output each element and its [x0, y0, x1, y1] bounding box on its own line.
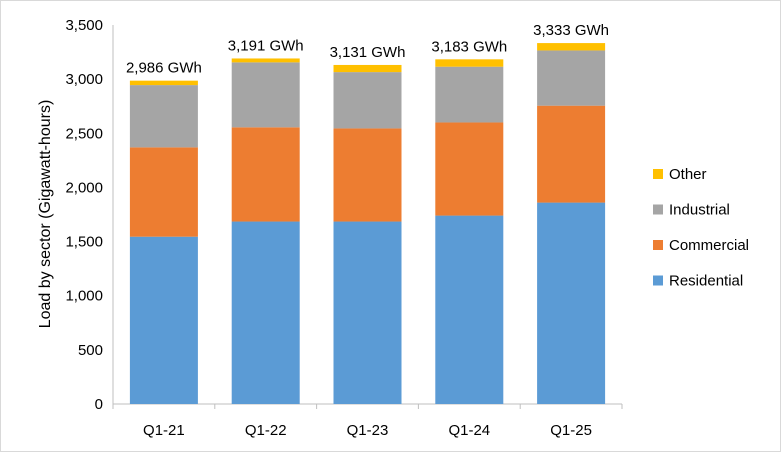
legend-swatch-commercial: [653, 240, 663, 250]
legend-label-residential: Residential: [669, 273, 743, 290]
bar-total-label: 3,131 GWh: [330, 44, 406, 61]
legend-swatch-residential: [653, 275, 663, 286]
bar-segment-commercial: [435, 122, 504, 216]
y-tick-label: 0: [95, 396, 103, 413]
y-tick-label: 3,500: [65, 17, 103, 34]
bar-total-label: 3,333 GWh: [533, 22, 609, 39]
x-tick-label: Q1-21: [143, 422, 185, 439]
bar-segment-commercial: [129, 147, 198, 237]
y-tick-label: 1,500: [65, 234, 103, 251]
x-tick-label: Q1-23: [347, 422, 389, 439]
bar-segment-residential: [435, 215, 504, 404]
bar-total-label: 2,986 GWh: [126, 60, 202, 77]
bar-segment-other: [129, 80, 198, 86]
bar-segment-residential: [333, 221, 402, 404]
x-tick-label: Q1-22: [245, 422, 287, 439]
y-tick-label: 3,000: [65, 71, 103, 88]
bar-segment-commercial: [333, 128, 402, 222]
bar-segment-residential: [129, 236, 198, 404]
legend-label-industrial: Industrial: [669, 202, 730, 219]
legend-label-commercial: Commercial: [669, 237, 749, 254]
x-tick-label: Q1-25: [550, 422, 592, 439]
y-tick-label: 500: [78, 342, 103, 359]
legend-label-other: Other: [669, 166, 707, 183]
bar-segment-industrial: [333, 72, 402, 129]
bar-segment-other: [231, 58, 300, 63]
bar-segment-other: [435, 59, 504, 67]
bar-segment-industrial: [129, 85, 198, 148]
legend-swatch-other: [653, 169, 663, 179]
bar-segment-industrial: [435, 66, 504, 123]
y-tick-label: 1,000: [65, 288, 103, 305]
y-tick-label: 2,500: [65, 125, 103, 142]
bar-segment-residential: [231, 221, 300, 404]
bar-segment-commercial: [231, 127, 300, 222]
y-tick-label: 2,000: [65, 179, 103, 196]
bar-total-label: 3,191 GWh: [228, 37, 304, 54]
bars-layer: [129, 43, 606, 404]
bar-segment-industrial: [231, 62, 300, 128]
labels-layer: 2,986 GWh 3,191 GWh 3,131 GWh 3,183 GWh 3,33…: [126, 22, 609, 77]
y-axis-label: Load by sector (Gigawatt-hours): [37, 100, 54, 329]
bar-segment-residential: [537, 202, 606, 404]
bar-segment-industrial: [537, 50, 606, 106]
legend: Other Industrial Commercial Residential: [653, 166, 749, 290]
bar-total-label: 3,183 GWh: [431, 38, 507, 55]
bar-segment-other: [537, 43, 606, 51]
bar-segment-other: [333, 64, 402, 73]
axes-layer: 0 500 1,000 1,500 2,000 2,500 3,000 3,500 Q1-21 Q…: [65, 17, 623, 439]
legend-swatch-industrial: [653, 204, 663, 215]
bar-segment-commercial: [537, 105, 606, 203]
x-tick-label: Q1-24: [448, 422, 490, 439]
